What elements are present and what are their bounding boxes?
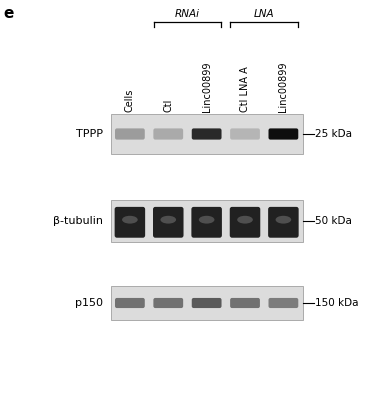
Text: Ctl: Ctl — [163, 99, 173, 112]
Text: RNAi: RNAi — [175, 9, 200, 19]
Text: e: e — [4, 6, 14, 21]
Text: Cells: Cells — [125, 89, 135, 112]
Ellipse shape — [237, 216, 253, 224]
FancyBboxPatch shape — [111, 114, 303, 154]
Text: 150 kDa: 150 kDa — [315, 298, 359, 308]
FancyBboxPatch shape — [115, 207, 145, 238]
FancyBboxPatch shape — [115, 128, 145, 140]
Text: Linc00899: Linc00899 — [278, 62, 289, 112]
Ellipse shape — [122, 216, 138, 224]
FancyBboxPatch shape — [269, 298, 298, 308]
FancyBboxPatch shape — [192, 298, 221, 308]
Text: 25 kDa: 25 kDa — [315, 129, 352, 139]
Text: β-tubulin: β-tubulin — [53, 216, 103, 226]
Text: p150: p150 — [75, 298, 103, 308]
Text: Linc00899: Linc00899 — [201, 62, 212, 112]
FancyBboxPatch shape — [268, 207, 299, 238]
Text: LNA: LNA — [254, 9, 275, 19]
FancyBboxPatch shape — [192, 128, 221, 140]
FancyBboxPatch shape — [153, 207, 183, 238]
FancyBboxPatch shape — [111, 200, 303, 242]
Text: TPPP: TPPP — [76, 129, 103, 139]
Ellipse shape — [199, 216, 214, 224]
FancyBboxPatch shape — [111, 286, 303, 320]
FancyBboxPatch shape — [115, 298, 145, 308]
FancyBboxPatch shape — [269, 128, 298, 140]
FancyBboxPatch shape — [230, 298, 260, 308]
FancyBboxPatch shape — [230, 207, 260, 238]
Text: 50 kDa: 50 kDa — [315, 216, 352, 226]
Ellipse shape — [161, 216, 176, 224]
FancyBboxPatch shape — [192, 207, 222, 238]
FancyBboxPatch shape — [230, 128, 260, 140]
Ellipse shape — [276, 216, 291, 224]
FancyBboxPatch shape — [154, 298, 183, 308]
Text: Ctl LNA A: Ctl LNA A — [240, 66, 250, 112]
FancyBboxPatch shape — [154, 128, 183, 140]
